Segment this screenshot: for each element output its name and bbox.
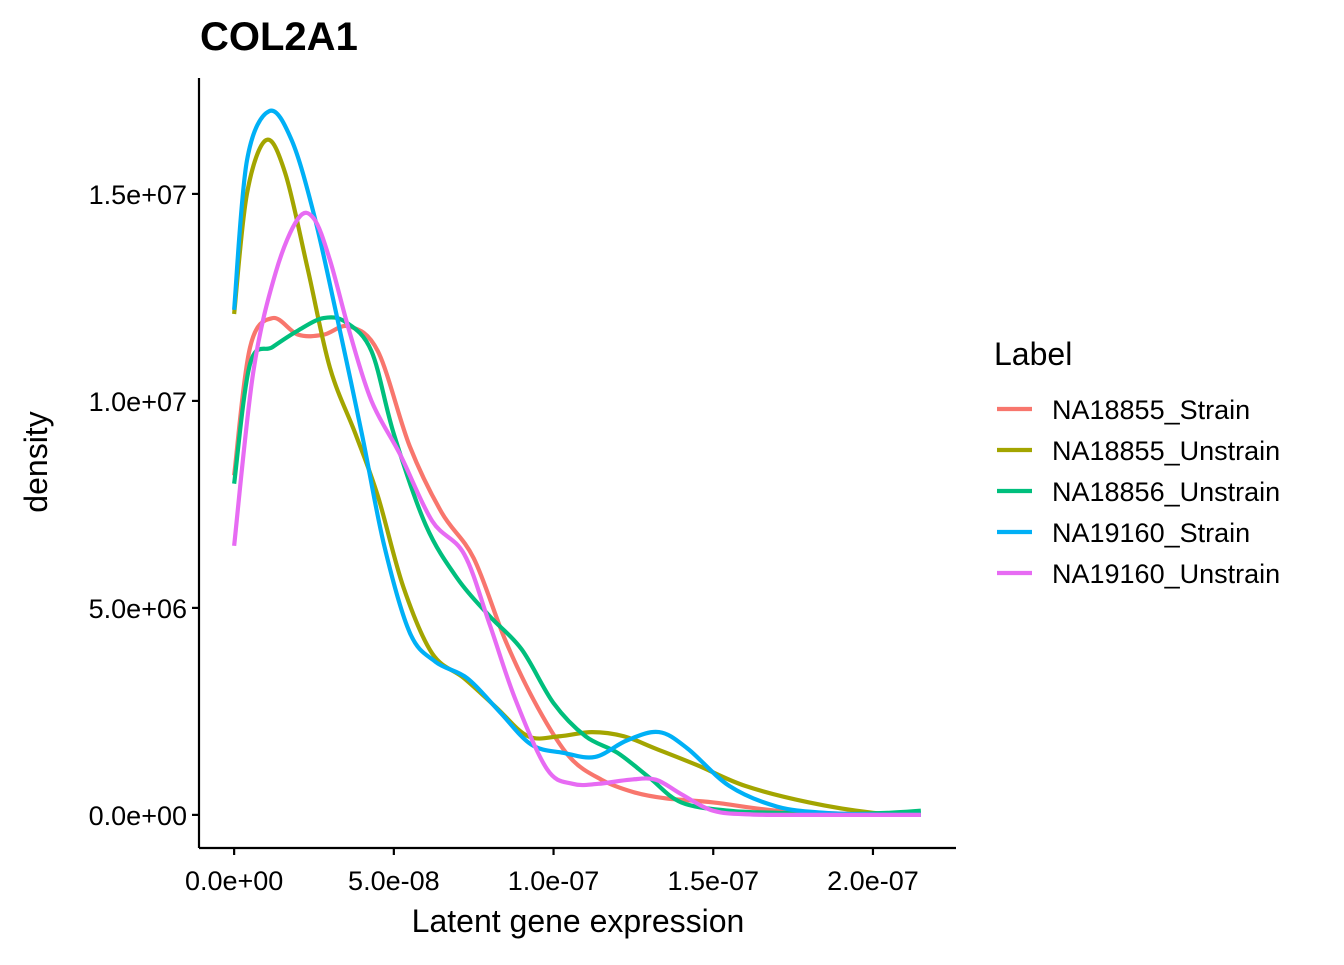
legend: Label NA18855_StrainNA18855_UnstrainNA18… (994, 336, 1280, 589)
legend-title: Label (994, 336, 1072, 372)
legend-item: NA18855_Unstrain (997, 436, 1280, 466)
series-line-na19160-unstrain (232, 210, 921, 818)
legend-items: NA18855_Strain NA18855_Unstrain NA18856_Un… (997, 395, 1280, 589)
x-tick-label: 0.0e+00 (185, 866, 283, 896)
legend-label: NA18855_Strain (1052, 395, 1250, 425)
series-layer (232, 108, 921, 818)
y-tick-label: 1.0e+07 (89, 387, 187, 417)
x-tick-label: 1.5e-07 (667, 866, 759, 896)
x-tick-label: 1.0e-07 (508, 866, 600, 896)
legend-item: NA18855_Strain (997, 395, 1250, 425)
legend-label: NA18856_Unstrain (1052, 477, 1280, 507)
y-tick-label: 0.0e+00 (89, 801, 187, 831)
legend-item: NA18856_Unstrain (997, 477, 1280, 507)
legend-label: NA19160_Strain (1052, 518, 1250, 548)
y-axis-title: density (18, 411, 54, 512)
legend-item: NA19160_Unstrain (997, 559, 1280, 589)
x-tick-label: 5.0e-08 (348, 866, 440, 896)
legend-label: NA18855_Unstrain (1052, 436, 1280, 466)
y-tick-label: 5.0e+06 (89, 594, 187, 624)
axes-layer: 0.0e+00 5.0e-08 1.0e-07 1.5e-07 2.0e-07 0.0e+… (89, 78, 956, 896)
legend-item: NA19160_Strain (997, 518, 1250, 548)
x-axis-title: Latent gene expression (412, 903, 745, 939)
series-line-na19160-strain (232, 108, 921, 817)
series-line-na18855-strain (232, 316, 921, 817)
chart-title: COL2A1 (200, 15, 358, 59)
x-tick-label: 2.0e-07 (827, 866, 919, 896)
series-line-na18855-unstrain (232, 137, 921, 817)
series-line-na18856-unstrain (232, 315, 921, 817)
y-tick-label: 1.5e+07 (89, 180, 187, 210)
legend-label: NA19160_Unstrain (1052, 559, 1280, 589)
